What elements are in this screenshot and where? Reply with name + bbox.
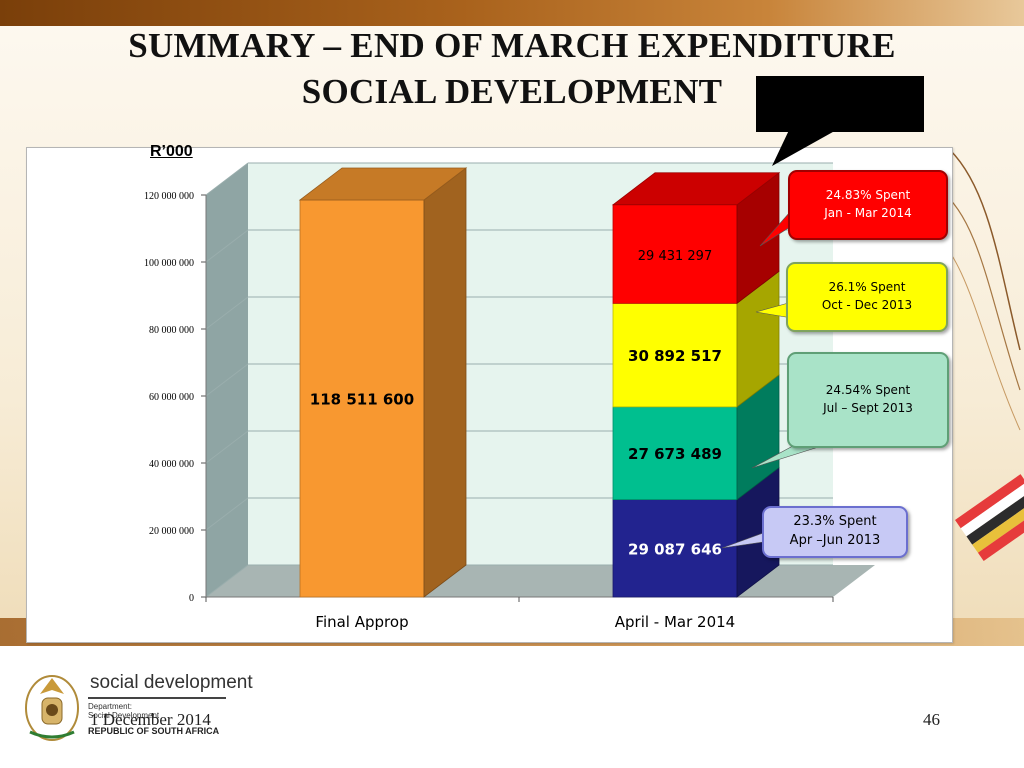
bar-front xyxy=(612,204,738,304)
redaction-box xyxy=(756,76,924,132)
callout-q2: 24.54% Spent Jul – Sept 2013 xyxy=(787,352,949,448)
dept-line2: Social Development xyxy=(88,711,160,720)
callout-q4: 24.83% Spent Jan - Mar 2014 xyxy=(788,170,948,240)
callout-q1-period: Apr –Jun 2013 xyxy=(789,533,881,548)
side-gridline xyxy=(205,296,249,330)
bar-value-label: 29 431 297 xyxy=(638,249,712,264)
callout-q1: 23.3% Spent Apr –Jun 2013 xyxy=(762,506,908,558)
y-tick-label: 40 000 000 xyxy=(149,459,194,470)
dept-line1: Department: xyxy=(88,702,133,711)
slide-title-line1: SUMMARY – END OF MARCH EXPENDITURE xyxy=(128,26,896,65)
callout-q3-period: Oct - Dec 2013 xyxy=(821,298,913,312)
callout-q4-period: Jan - Mar 2014 xyxy=(824,206,912,220)
side-gridline xyxy=(205,430,249,464)
brand-divider xyxy=(88,697,226,699)
callout-q3-pct: 26.1% Spent xyxy=(828,280,906,294)
y-tick-label: 20 000 000 xyxy=(149,526,194,537)
callout-q2-period: Jul – Sept 2013 xyxy=(823,401,913,415)
slide-title-line2: SOCIAL DEVELOPMENT xyxy=(301,72,723,111)
y-tick-label: 0 xyxy=(189,593,194,604)
dept-country: REPUBLIC OF SOUTH AFRICA xyxy=(88,726,220,736)
page-number: 46 xyxy=(923,710,940,729)
bar-front xyxy=(612,499,738,598)
bar-front xyxy=(612,302,738,408)
bar-value-label: 30 892 517 xyxy=(628,347,722,365)
callout-q4-pct: 24.83% Spent xyxy=(825,188,911,202)
callout-q1-pct: 23.3% Spent xyxy=(793,514,877,529)
top-decorative-band xyxy=(0,0,1024,26)
bar-front xyxy=(299,199,425,598)
side-gridline xyxy=(205,497,249,531)
y-tick-label: 120 000 000 xyxy=(144,191,194,202)
bar-top xyxy=(298,167,468,201)
x-category-label: April - Mar 2014 xyxy=(615,613,735,631)
bar-top xyxy=(611,172,781,206)
callout-q2-pct: 24.54% Spent xyxy=(825,383,911,397)
bar-value-label: 118 511 600 xyxy=(310,390,414,408)
bar-value-label: 29 087 646 xyxy=(628,540,722,558)
brand-name: social development xyxy=(90,672,253,693)
unit-label: R’000 xyxy=(150,143,193,160)
footer-date: 1 December 2014 xyxy=(90,710,211,729)
callout-q3: 26.1% Spent Oct - Dec 2013 xyxy=(786,262,948,332)
bar-value-label: 27 673 489 xyxy=(628,445,722,463)
side-gridline xyxy=(205,162,249,196)
y-tick-label: 80 000 000 xyxy=(149,325,194,336)
coat-of-arms-logo xyxy=(25,675,79,741)
y-tick-label: 60 000 000 xyxy=(149,392,194,403)
side-gridline xyxy=(205,229,249,263)
dept-label: Department: Social Development xyxy=(88,702,159,720)
side-gridline xyxy=(205,564,249,598)
x-category-label: Final Approp xyxy=(315,613,408,631)
side-gridline xyxy=(205,363,249,397)
y-tick-label: 100 000 000 xyxy=(144,258,194,269)
bar-front xyxy=(612,406,738,500)
